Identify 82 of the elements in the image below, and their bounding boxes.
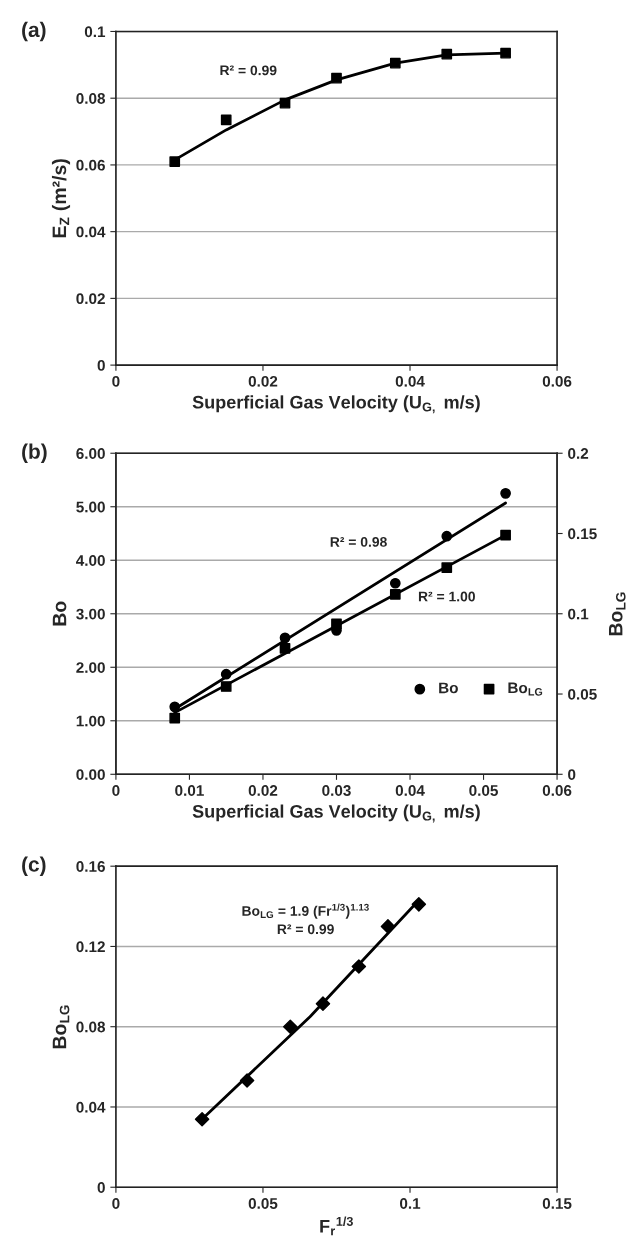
y-tick-label: 5.00 — [76, 501, 105, 513]
point — [169, 701, 181, 713]
y-tick-label: 0.12 — [76, 941, 105, 953]
y-tick-label: 0.08 — [76, 93, 106, 104]
x-axis-title: Superficial Gas Velocity (U$_{G,}$ m/s) — [192, 395, 480, 414]
y-tick-label: 0.1 — [84, 26, 106, 38]
x-tick-label: 0.1 — [400, 1198, 421, 1209]
point — [220, 681, 232, 692]
x-tick-label: 0.05 — [248, 1198, 278, 1209]
y-axis-title: E$_{Z}$ (m²/s) — [51, 159, 71, 238]
y-tick-label: 0.00 — [76, 769, 105, 780]
legend-label: Bo$_{LG}$ — [508, 682, 543, 696]
y2-tick-label: 0.2 — [568, 448, 589, 459]
point — [389, 577, 401, 589]
y-tick-label: 0.04 — [76, 1101, 106, 1113]
point — [315, 996, 331, 1011]
point — [169, 156, 181, 167]
point — [351, 959, 367, 974]
point — [279, 97, 291, 109]
legend-label: Bo — [439, 682, 458, 694]
y2-tick-label: 0.15 — [568, 528, 597, 540]
x-tick-label: 0.06 — [542, 785, 572, 796]
y-tick-label: 0 — [97, 1182, 105, 1193]
x-tick-label: 0 — [112, 785, 120, 796]
point — [220, 114, 232, 126]
x-tick-label: 0 — [112, 375, 120, 387]
y-tick-label: 1.00 — [76, 715, 105, 727]
y2-tick-label: 0.1 — [568, 608, 589, 620]
chart-title: (c) — [22, 856, 46, 876]
annotation: R² = 0.99 — [220, 65, 277, 76]
x-tick-label: 0.03 — [322, 785, 351, 796]
point — [239, 1073, 255, 1088]
y-axis-title: Bo — [52, 601, 67, 626]
point — [279, 643, 291, 654]
point — [331, 618, 342, 630]
chart-title: (a) — [22, 21, 46, 42]
x-tick-label: 0.04 — [395, 375, 425, 387]
y-axis-title: Bo$_{LG}$ — [52, 1005, 70, 1049]
annotation: R² = 0.98 — [330, 537, 387, 547]
point — [389, 57, 401, 69]
y-tick-label: 6.00 — [76, 448, 105, 459]
annotation: R² = 1.00 — [418, 591, 475, 602]
point — [500, 529, 511, 541]
point — [380, 919, 396, 934]
y-tick-label: 0.16 — [76, 861, 105, 872]
y-tick-label: 4.00 — [76, 555, 105, 566]
x-axis-title: Superficial Gas Velocity (U$_{G,}$ m/s) — [192, 804, 480, 823]
point — [389, 588, 401, 600]
y-tick-label: 0.02 — [76, 293, 105, 305]
y-tick-label: 3.00 — [76, 608, 105, 620]
y-tick-label: 2.00 — [76, 662, 105, 673]
x-tick-label: 0.06 — [542, 375, 572, 387]
point — [194, 1111, 210, 1127]
x-tick-label: 0.02 — [248, 375, 278, 387]
x-tick-label: 0.15 — [542, 1198, 572, 1209]
point — [441, 530, 453, 542]
x-tick-label: 0.05 — [469, 785, 498, 796]
x-tick-label: 0.01 — [175, 785, 204, 796]
y2-axis-title: Bo$_{LG}$ — [608, 592, 626, 636]
annotation: R² = 0.99 — [277, 924, 334, 935]
y-tick-label: 0.06 — [76, 159, 105, 171]
point — [220, 668, 232, 680]
point — [441, 48, 453, 60]
y-tick-label: 0 — [97, 359, 105, 371]
annotation: Bo$_{LG}$ = 1.9 (Fr$^{1/3}$)$^{1.13}$ — [242, 903, 369, 919]
point — [283, 1019, 298, 1034]
point — [279, 632, 291, 644]
point — [331, 72, 342, 84]
x-axis-title: F$_{r}$$^{1/3}$ — [320, 1216, 353, 1236]
x-tick-label: 0.04 — [395, 785, 425, 796]
y-tick-label: 0.04 — [76, 226, 106, 238]
point — [411, 897, 427, 912]
y2-tick-label: 0 — [568, 769, 576, 780]
point — [169, 712, 181, 724]
x-tick-label: 0 — [112, 1198, 120, 1209]
chart-title: (b) — [22, 443, 47, 463]
point — [500, 47, 511, 59]
point — [441, 562, 453, 574]
y2-tick-label: 0.05 — [568, 688, 597, 700]
x-tick-label: 0.02 — [248, 785, 278, 796]
y-tick-label: 0.08 — [76, 1021, 106, 1033]
point — [500, 488, 511, 499]
